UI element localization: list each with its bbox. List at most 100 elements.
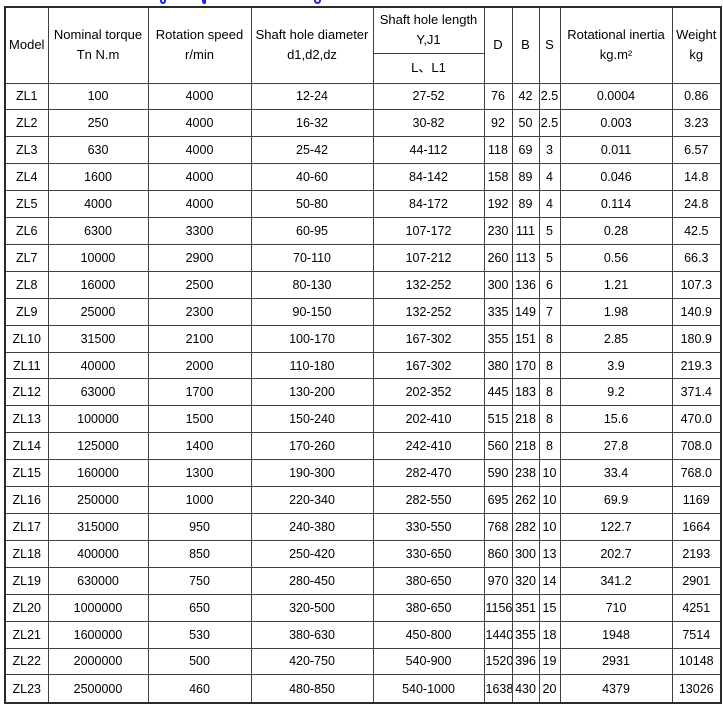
table-header: Model Nominal torque Tn N.m Rotation spe…	[4, 6, 722, 84]
cell-length: 330-550	[372, 513, 485, 541]
header-b: B	[511, 6, 540, 84]
cell-diameter: 50-80	[250, 190, 374, 219]
cell-torque: 400000	[47, 539, 149, 568]
table-row: ZL2 250 4000 16-32 30-82 92 50 2.5 0.003 3.23	[4, 109, 722, 138]
cell-d: 1156	[483, 593, 513, 622]
cell-d: 560	[483, 432, 513, 461]
cell-speed: 4000	[147, 109, 252, 138]
cell-model: ZL6	[4, 217, 49, 245]
cell-weight: 768.0	[671, 459, 722, 488]
cell-torque: 160000	[47, 459, 149, 488]
cell-length: 380-650	[372, 566, 485, 595]
cell-torque: 6300	[47, 217, 149, 245]
header-model: Model	[4, 6, 49, 84]
cell-b: 262	[511, 486, 540, 514]
cell-b: 151	[511, 324, 540, 353]
cell-diameter: 16-32	[250, 109, 374, 138]
cell-length: 282-470	[372, 459, 485, 488]
cell-speed: 1700	[147, 378, 252, 407]
cell-d: 260	[483, 243, 513, 272]
clipped-blue-text-fragment	[202, 0, 206, 4]
cell-weight: 219.3	[671, 351, 722, 380]
cell-diameter: 40-60	[250, 163, 374, 192]
cell-s: 18	[538, 620, 561, 649]
cell-length: 27-52	[372, 82, 485, 111]
cell-s: 14	[538, 566, 561, 595]
cell-model: ZL7	[4, 243, 49, 272]
cell-speed: 4000	[147, 163, 252, 192]
cell-speed: 2000	[147, 351, 252, 380]
cell-inertia: 15.6	[559, 405, 673, 434]
cell-speed: 1500	[147, 405, 252, 434]
cell-model: ZL11	[4, 351, 49, 380]
cell-diameter: 100-170	[250, 324, 374, 353]
cell-inertia: 0.114	[559, 190, 673, 219]
table-row: ZL18 400000 850 250-420 330-650 860 300 13 202.7…	[4, 539, 722, 568]
cell-model: ZL10	[4, 324, 49, 353]
cell-inertia: 2931	[559, 647, 673, 676]
cell-speed: 1300	[147, 459, 252, 488]
cell-diameter: 250-420	[250, 539, 374, 568]
cell-model: ZL3	[4, 136, 49, 165]
cell-length: 107-212	[372, 243, 485, 272]
cell-model: ZL22	[4, 647, 49, 676]
header-shaft-hole-length-sub-label: L、L1	[411, 59, 446, 75]
cell-s: 8	[538, 378, 561, 407]
cell-model: ZL20	[4, 593, 49, 622]
cell-length: 167-302	[372, 351, 485, 380]
cell-torque: 16000	[47, 270, 149, 299]
cell-b: 320	[511, 566, 540, 595]
header-rotational-inertia-line1: Rotational inertia	[567, 27, 665, 43]
cell-length: 132-252	[372, 270, 485, 299]
cell-inertia: 0.011	[559, 136, 673, 165]
cell-model: ZL16	[4, 486, 49, 514]
cell-length: 30-82	[372, 109, 485, 138]
cell-weight: 140.9	[671, 297, 722, 326]
cell-torque: 2500000	[47, 674, 149, 704]
cell-diameter: 280-450	[250, 566, 374, 595]
cell-weight: 2193	[671, 539, 722, 568]
cell-b: 149	[511, 297, 540, 326]
cell-weight: 470.0	[671, 405, 722, 434]
header-d: D	[483, 6, 513, 84]
cell-model: ZL17	[4, 513, 49, 541]
cell-diameter: 110-180	[250, 351, 374, 380]
table-body: ZL1 100 4000 12-24 27-52 76 42 2.5 0.0004 0.86 ZL2…	[4, 82, 722, 704]
cell-length: 242-410	[372, 432, 485, 461]
cell-d: 355	[483, 324, 513, 353]
cell-torque: 2000000	[47, 647, 149, 676]
cell-weight: 180.9	[671, 324, 722, 353]
cell-model: ZL1	[4, 82, 49, 111]
cell-b: 69	[511, 136, 540, 165]
cell-torque: 250000	[47, 486, 149, 514]
cell-d: 695	[483, 486, 513, 514]
cell-weight: 7514	[671, 620, 722, 649]
cell-torque: 25000	[47, 297, 149, 326]
cell-diameter: 12-24	[250, 82, 374, 111]
cell-speed: 4000	[147, 82, 252, 111]
table-row: ZL14 125000 1400 170-260 242-410 560 218 8 27.8 7…	[4, 432, 722, 461]
cell-torque: 1600000	[47, 620, 149, 649]
cell-model: ZL12	[4, 378, 49, 407]
cell-length: 84-142	[372, 163, 485, 192]
table-row: ZL1 100 4000 12-24 27-52 76 42 2.5 0.0004 0.86	[4, 82, 722, 111]
cell-torque: 4000	[47, 190, 149, 219]
cell-s: 8	[538, 405, 561, 434]
cell-inertia: 1.98	[559, 297, 673, 326]
cell-torque: 630000	[47, 566, 149, 595]
table-row: ZL17 315000 950 240-380 330-550 768 282 10 122.7…	[4, 513, 722, 541]
cell-model: ZL9	[4, 297, 49, 326]
header-nominal-torque-line1: Nominal torque	[53, 27, 143, 43]
cell-s: 2.5	[538, 109, 561, 138]
table-row: ZL9 25000 2300 90-150 132-252 335 149 7 1.98 140.…	[4, 297, 722, 326]
cell-b: 136	[511, 270, 540, 299]
header-d-label: D	[493, 37, 503, 53]
spec-table: Model Nominal torque Tn N.m Rotation spe…	[4, 6, 722, 704]
table-row: ZL7 10000 2900 70-110 107-212 260 113 5 0.56 66.3	[4, 243, 722, 272]
cell-weight: 10148	[671, 647, 722, 676]
cell-b: 396	[511, 647, 540, 676]
cell-model: ZL19	[4, 566, 49, 595]
cell-inertia: 0.046	[559, 163, 673, 192]
header-s: S	[538, 6, 561, 84]
cell-b: 430	[511, 674, 540, 704]
